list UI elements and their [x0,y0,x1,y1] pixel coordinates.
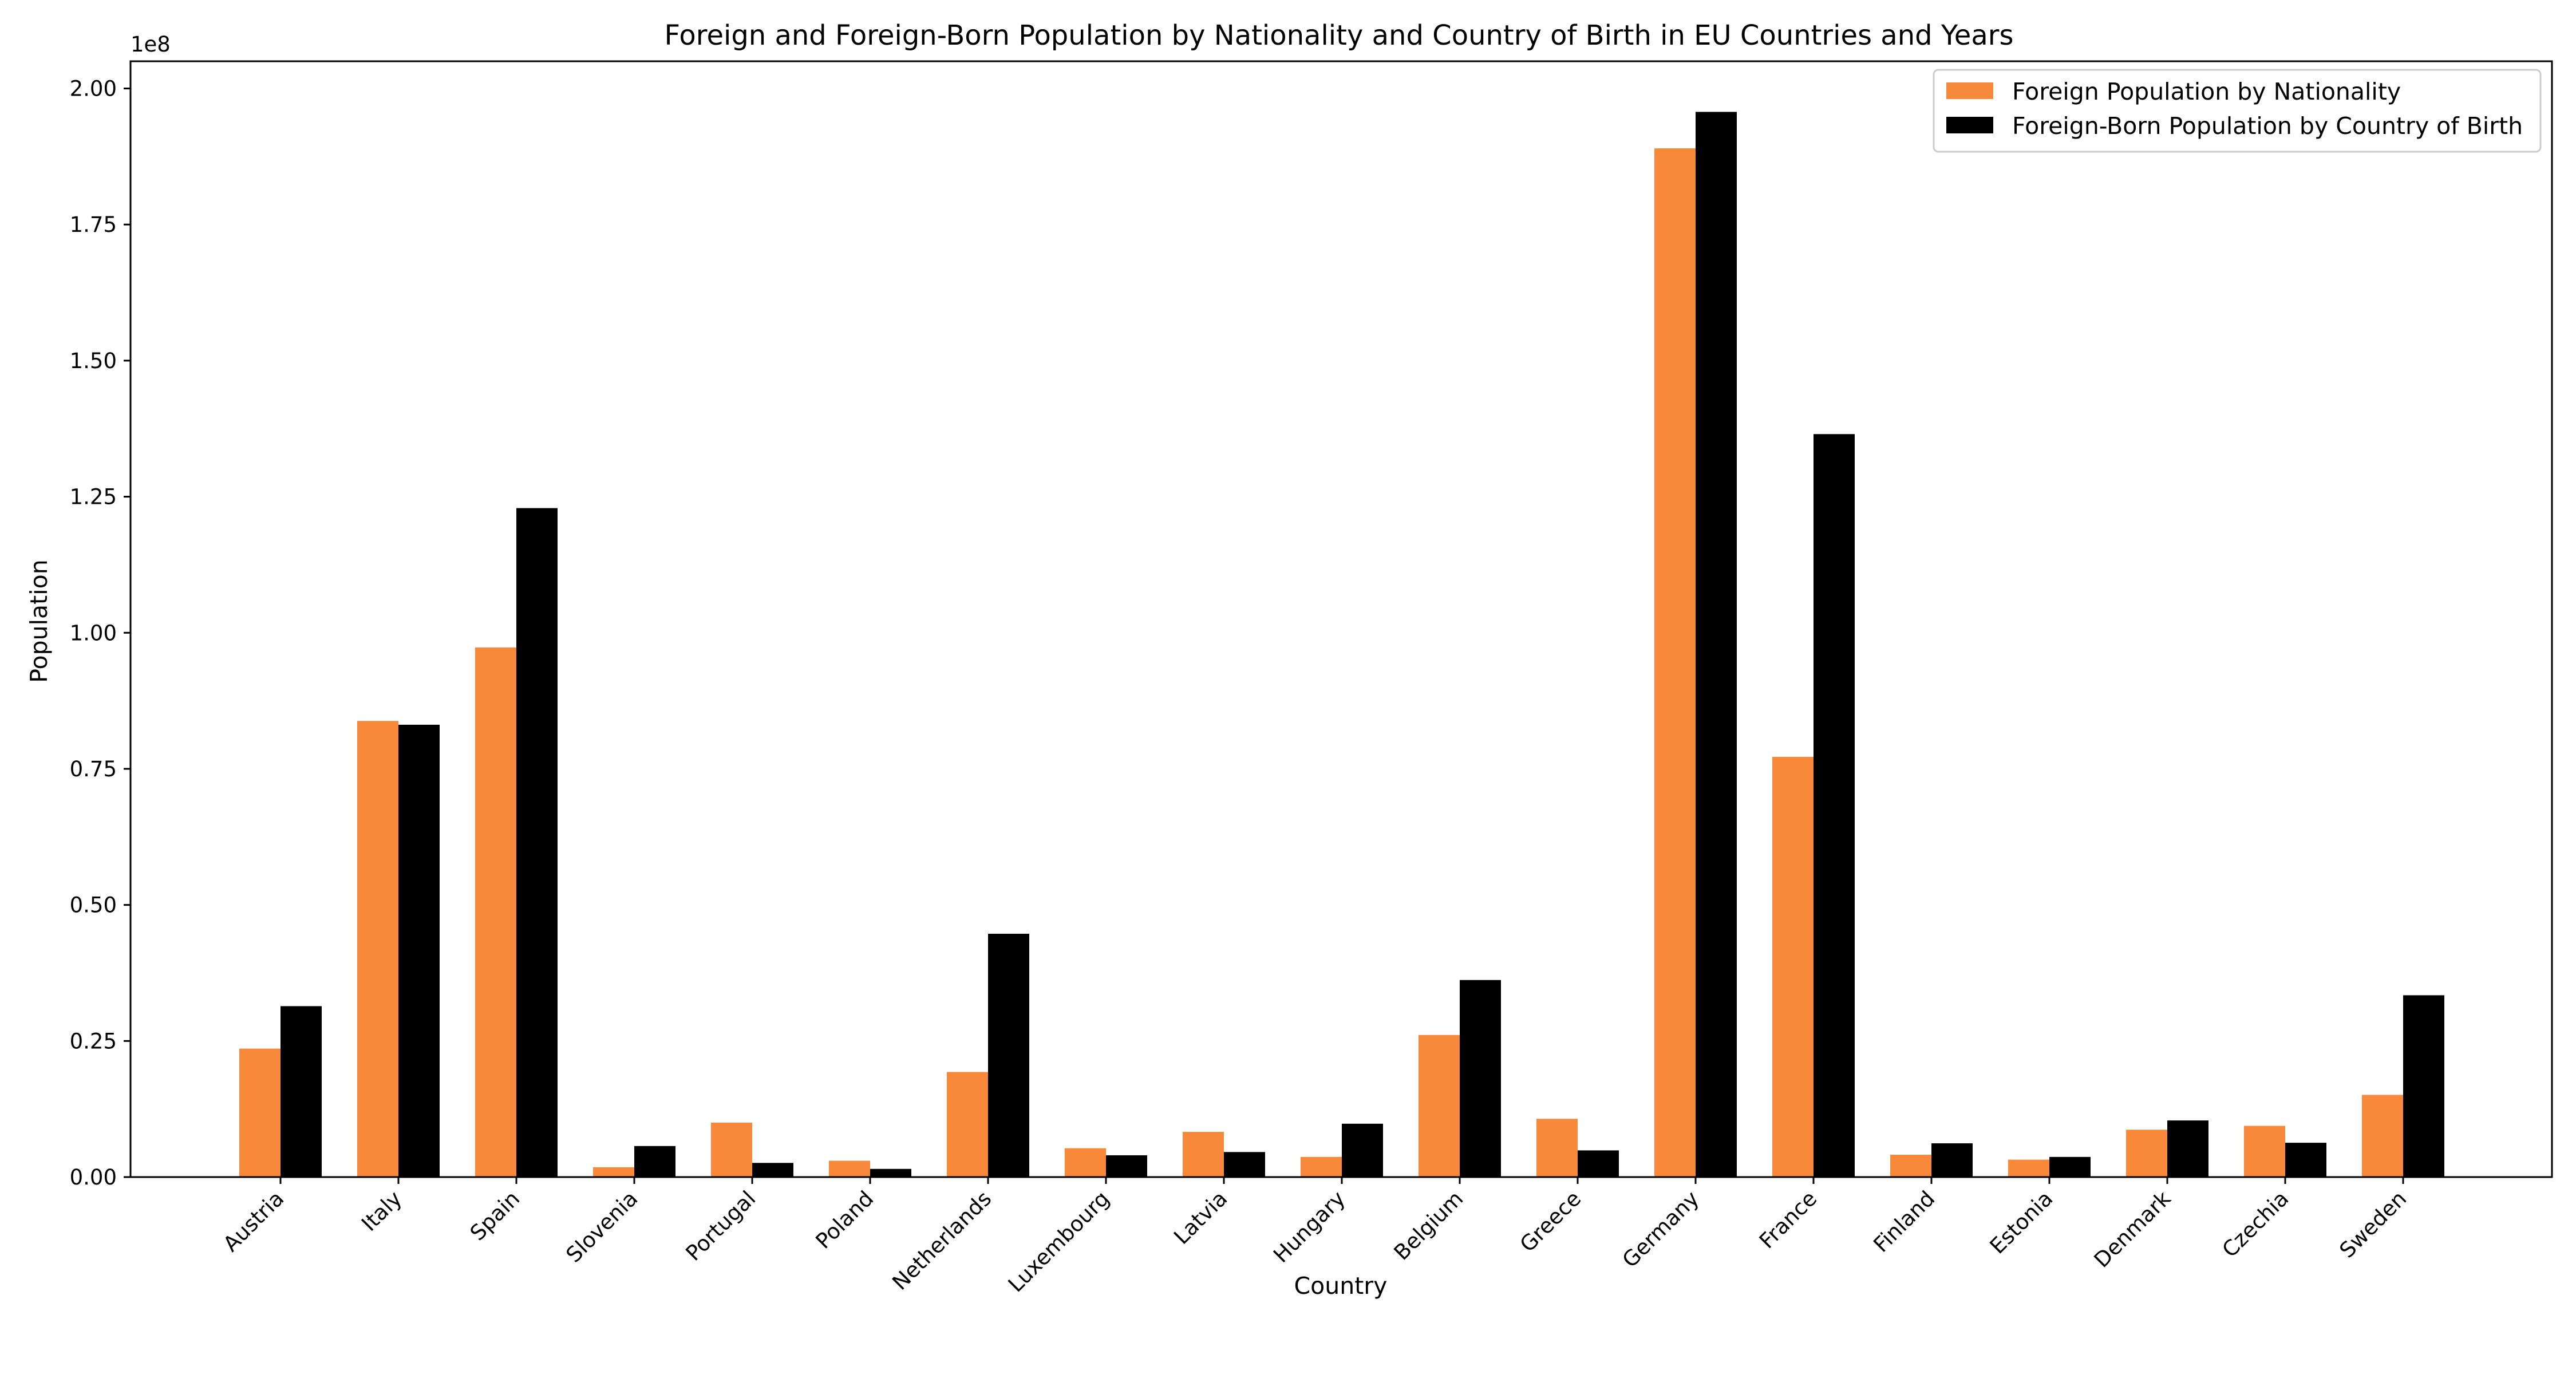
bar-nationality-latvia [1183,1132,1224,1177]
bar-nationality-belgium [1419,1035,1460,1177]
bar-birth-portugal [752,1163,793,1177]
plot-frame [129,60,2553,1178]
bar-birth-finland [1931,1143,1973,1177]
y-tick-label: 0.00 [70,1165,117,1190]
bar-birth-france [1814,434,1855,1177]
bar-birth-poland [870,1168,911,1177]
legend: Foreign Population by Nationality Foreig… [1933,69,2542,153]
bar-nationality-france [1772,757,1814,1177]
legend-label-foreign-born: Foreign-Born Population by Country of Bi… [2012,112,2523,140]
y-tick-label: 0.25 [70,1029,117,1053]
y-tick-label: 0.50 [70,893,117,918]
bar-nationality-luxembourg [1065,1148,1106,1177]
bars-group [239,112,2444,1177]
bar-nationality-finland [1890,1155,1931,1177]
bar-birth-slovenia [634,1146,675,1177]
bar-birth-germany [1696,112,1737,1177]
bar-birth-hungary [1342,1123,1383,1177]
y-axis-label: Population [25,559,53,682]
bar-nationality-germany [1654,148,1696,1177]
bar-birth-greece [1578,1150,1619,1177]
bar-nationality-czechia [2244,1126,2285,1177]
y-tick-label: 1.50 [70,349,117,373]
bar-nationality-slovenia [593,1167,634,1177]
bar-nationality-italy [357,721,398,1177]
legend-swatch-foreign-nationality [1946,82,1993,99]
bar-birth-spain [516,508,558,1177]
y-tick-label: 1.75 [70,212,117,237]
chart-title: Foreign and Foreign-Born Population by N… [665,19,2014,52]
bar-birth-belgium [1460,980,1501,1177]
legend-frame [1933,69,2542,153]
bar-birth-denmark [2167,1120,2208,1177]
y-tick-label: 1.00 [70,621,117,645]
y-tick-label: 1.25 [70,485,117,510]
legend-swatch-foreign-born [1946,117,1993,133]
bar-nationality-poland [829,1160,870,1177]
bar-nationality-estonia [2008,1159,2049,1177]
y-axis-ticks: 0.00 0.25 0.50 0.75 1.00 1.25 1.50 1.75 2.00 [70,77,131,1190]
legend-label-foreign-nationality: Foreign Population by Nationality [2012,78,2401,105]
bar-nationality-spain [475,647,516,1177]
y-tick-label: 0.75 [70,757,117,781]
bar-birth-estonia [2049,1156,2091,1177]
bar-birth-latvia [1224,1152,1265,1177]
bar-nationality-portugal [711,1122,752,1177]
y-offset-text: 1e8 [131,32,171,57]
bar-nationality-denmark [2126,1130,2167,1177]
bar-birth-luxembourg [1106,1155,1147,1177]
bar-birth-italy [398,724,440,1177]
bar-nationality-greece [1536,1119,1578,1177]
bar-nationality-hungary [1301,1156,1342,1177]
bar-birth-netherlands [988,934,1029,1177]
bar-birth-austria [280,1006,322,1177]
x-axis-label: Country [1294,1272,1388,1300]
y-tick-label: 2.00 [70,77,117,101]
bar-nationality-netherlands [947,1072,988,1177]
bar-nationality-austria [239,1048,280,1177]
bar-birth-sweden [2403,995,2444,1177]
bar-birth-czechia [2285,1143,2326,1177]
bar-nationality-sweden [2362,1095,2403,1177]
